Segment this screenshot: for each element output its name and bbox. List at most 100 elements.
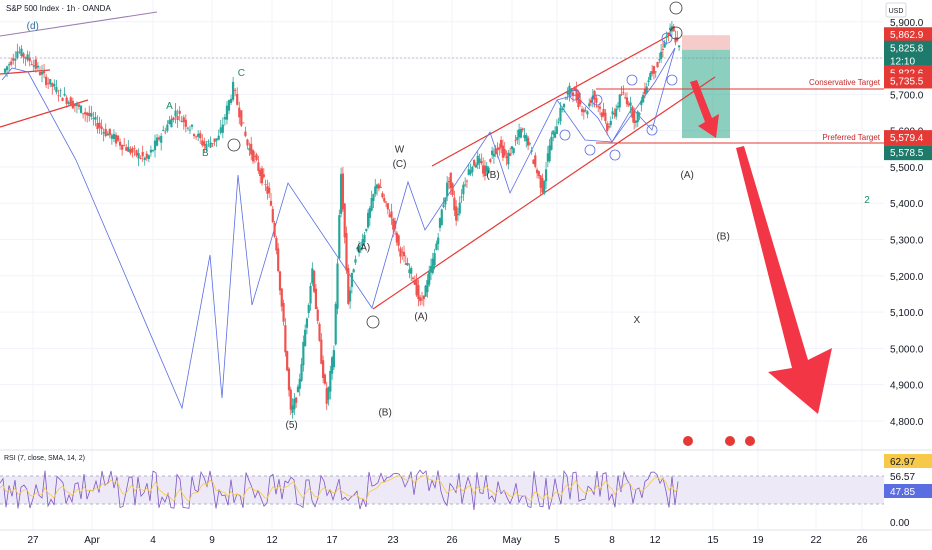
candle-body	[184, 119, 187, 127]
currency-box[interactable]	[885, 2, 907, 18]
candle-body	[240, 110, 243, 126]
candle-body	[36, 65, 40, 68]
time-tick-label: 9	[209, 535, 215, 546]
candle-body	[613, 113, 616, 115]
candle-body	[374, 186, 377, 195]
candle-body	[588, 103, 591, 107]
candle-body	[656, 61, 659, 68]
target-lines: Conservative Target Preferred Target	[596, 78, 884, 144]
candle-body	[579, 99, 582, 105]
candle-body	[501, 145, 505, 158]
candle-body	[528, 143, 531, 145]
candle-body	[651, 71, 654, 74]
candle-body	[164, 131, 167, 133]
us-flag-icon[interactable]	[745, 436, 755, 446]
candle-body	[289, 389, 292, 410]
candles	[3, 21, 681, 419]
candle-body	[203, 141, 206, 146]
candle-body	[620, 93, 623, 95]
candle-body	[236, 93, 239, 105]
candle-body	[273, 222, 276, 237]
candle-body	[71, 100, 74, 109]
candle-body	[145, 153, 148, 159]
candle-body	[611, 111, 614, 115]
candle-body	[366, 212, 370, 228]
time-tick-label: 8	[609, 535, 615, 546]
candle-body	[3, 68, 7, 73]
candle-body	[232, 81, 235, 100]
candle-body	[248, 148, 251, 151]
candle-body	[225, 105, 229, 120]
wave-lines	[1, 47, 676, 410]
candle-body	[512, 148, 515, 153]
candle-body	[57, 95, 60, 97]
candle-body	[377, 184, 380, 189]
candle-body	[431, 258, 434, 274]
candle-body	[483, 165, 487, 177]
candle-body	[460, 196, 463, 198]
candle-body	[65, 97, 68, 104]
price-tag-bg	[884, 145, 932, 161]
candle-body	[221, 124, 224, 133]
candle-body	[162, 129, 165, 131]
price-tag-bg	[884, 130, 932, 146]
candle-body	[559, 107, 562, 122]
candle-body	[61, 97, 64, 101]
candle-body	[313, 270, 316, 292]
candle-body	[464, 184, 467, 186]
candle-body	[298, 378, 301, 389]
candle-body	[149, 149, 153, 153]
price-tag-text: 5,862.9	[890, 30, 924, 41]
candle-body	[322, 360, 325, 378]
candle-body	[186, 127, 189, 129]
candle-body	[586, 111, 589, 115]
candle-body	[332, 350, 336, 368]
candle-body	[352, 269, 355, 273]
price-tag: 12:10	[884, 53, 932, 69]
candle-body	[442, 205, 445, 207]
candle-body	[180, 120, 183, 122]
wave-label: (A)	[357, 242, 370, 253]
candle-body	[296, 386, 300, 393]
currency-label: USD	[889, 8, 904, 15]
candle-body	[129, 148, 132, 154]
candle-body	[172, 117, 175, 120]
time-tick-label: 26	[446, 535, 458, 546]
candle-body	[116, 135, 120, 141]
us-flag-icon[interactable]	[683, 436, 693, 446]
candle-body	[568, 85, 571, 96]
candle-body	[498, 147, 501, 150]
candle-body	[250, 143, 253, 155]
candle-body	[141, 151, 144, 157]
candle-body	[537, 171, 540, 177]
candle-body	[190, 124, 194, 127]
candle-body	[59, 90, 62, 92]
candle-body	[562, 103, 566, 108]
candle-body	[658, 59, 661, 61]
candle-body	[244, 131, 247, 137]
candle-body	[284, 325, 287, 353]
candle-body	[408, 269, 411, 274]
candle-body	[201, 140, 204, 146]
candle-body	[485, 165, 488, 173]
wave-label: W	[395, 144, 405, 155]
candle-body	[8, 64, 11, 66]
candle-body	[420, 299, 424, 301]
candle-body	[582, 109, 585, 113]
candle-body	[534, 155, 537, 167]
us-flag-icon[interactable]	[725, 436, 735, 446]
price-tick-label: 5,700.0	[890, 90, 924, 101]
candle-body	[505, 156, 508, 159]
candle-body	[278, 271, 282, 291]
wave-label: (5)	[286, 420, 298, 431]
candle-body	[652, 66, 656, 74]
price-tags: 5,862.95,825.812:105,822.65,735.55,579.4…	[884, 27, 932, 161]
candle-body	[383, 198, 386, 202]
candle-body	[570, 88, 573, 92]
candle-body	[453, 197, 456, 211]
rsi-axis-label: 0.00	[890, 518, 910, 529]
candle-body	[354, 259, 357, 263]
candle-body	[503, 149, 506, 156]
candle-body	[465, 180, 469, 182]
